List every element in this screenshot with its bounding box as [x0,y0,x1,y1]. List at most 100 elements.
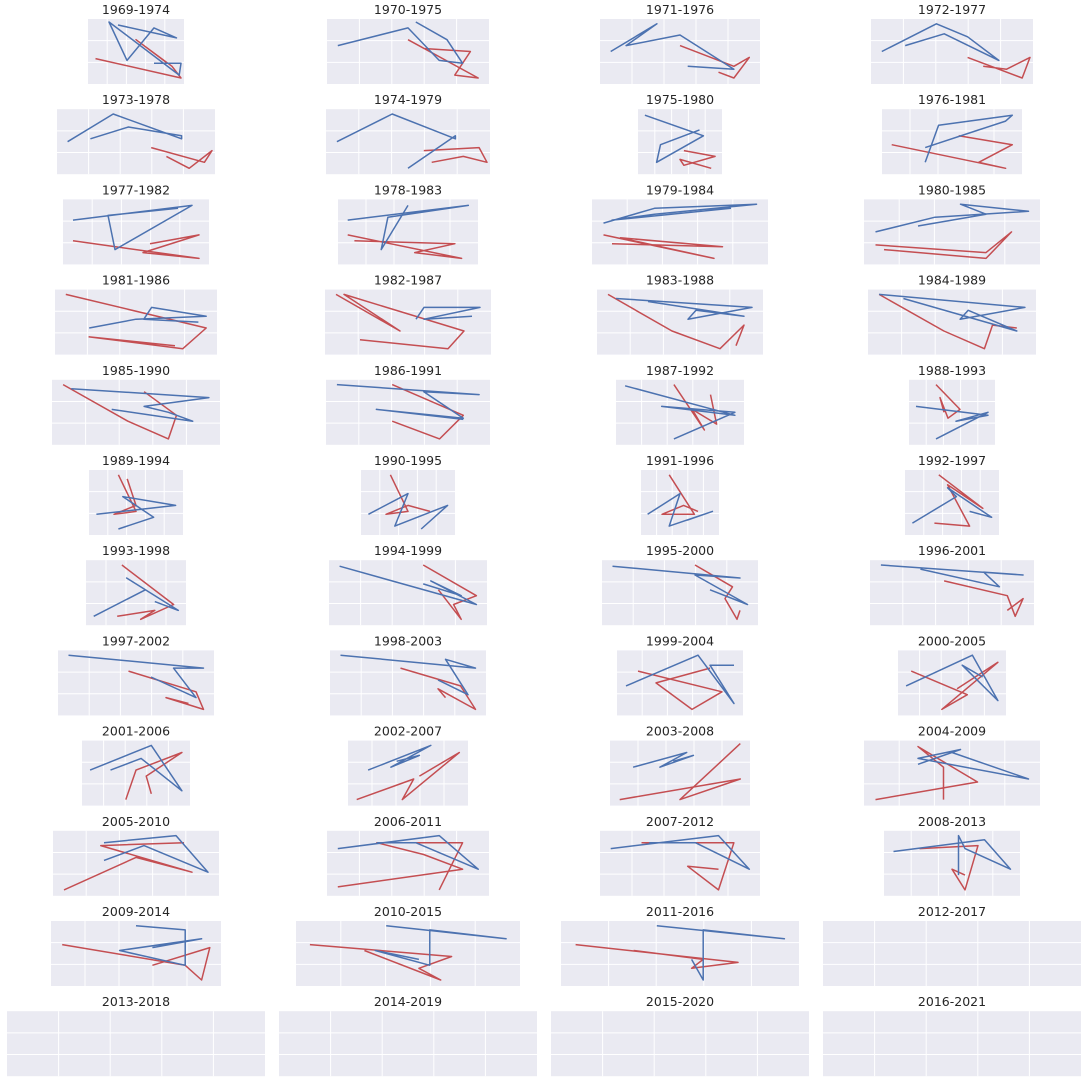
subplot-2006-2011: 2006-2011 [327,814,489,896]
subplot-1989-1994: 1989-1994 [89,453,183,535]
series-red-line [347,234,463,260]
series-blue-line [68,654,205,699]
series-blue-line [656,925,786,981]
series-blue-line [644,114,705,164]
series-blue-line [103,834,209,873]
subplot-1996-2001: 1996-2001 [870,543,1034,626]
subplot-1981-1986: 1981-1986 [55,273,217,355]
subplot-title: 2005-2010 [102,814,170,829]
subplot-title: 2002-2007 [374,724,442,739]
subplot-title: 1995-2000 [646,543,714,558]
subplot-title: 1981-1986 [102,273,170,288]
subplot-2011-2016: 2011-2016 [561,904,799,986]
plot-area [617,650,743,716]
series-red-line [661,474,699,516]
series-blue-line [893,834,1012,876]
series-red-line [72,234,200,260]
plot-area [338,199,478,265]
subplot-title: 1971-1976 [646,2,714,17]
series-red-line [422,564,478,621]
series-blue-line [603,203,758,224]
subplot-1972-1977: 1972-1977 [871,2,1033,84]
series-red-line [385,474,431,516]
subplot-1994-1999: 1994-1999 [329,543,487,626]
plot-area [82,740,190,806]
subplot-1983-1988: 1983-1988 [597,273,763,355]
subplot-2005-2010: 2005-2010 [53,814,219,896]
series-red-line [910,661,999,711]
series-blue-line [612,565,749,606]
subplot-title: 1989-1994 [102,453,170,468]
subplot-1985-1990: 1985-1990 [52,363,220,445]
subplot-title: 2016-2021 [918,994,986,1009]
series-blue-line [625,654,735,705]
series-red-line [619,743,742,801]
subplot-title: 1993-1998 [102,543,170,558]
subplot-title: 1987-1992 [646,363,714,378]
plot-area [53,830,219,896]
series-red-line [641,841,735,891]
series-blue-line [615,297,753,320]
series-blue-line [374,925,507,967]
series-blue-line [624,385,736,440]
subplot-title: 2008-2013 [918,814,986,829]
subplot-1982-1987: 1982-1987 [325,273,491,355]
subplot-2009-2014: 2009-2014 [51,904,221,986]
series-blue-line [67,113,183,143]
subplot-title: 2004-2009 [918,724,986,739]
series-blue-line [905,654,999,702]
plot-area [88,19,184,84]
series-blue-line [915,405,989,440]
plot-area [638,109,722,175]
series-red-line [335,293,465,350]
plot-area [610,740,750,806]
subplot-title: 2003-2008 [646,724,714,739]
series-red-line [151,146,213,170]
series-red-line [934,474,984,527]
subplot-1997-2002: 1997-2002 [58,633,214,716]
subplot-1969-1974: 1969-1974 [88,2,184,84]
subplot-title: 2001-2006 [102,724,170,739]
plot-area [597,289,763,355]
subplot-1987-1992: 1987-1992 [616,363,744,445]
series-red-line [117,564,175,621]
subplot-1988-1993: 1988-1993 [909,363,995,445]
series-red-line [607,293,745,350]
series-red-line [62,383,178,440]
subplot-title: 2012-2017 [918,904,986,919]
subplot-title: 1996-2001 [918,543,986,558]
plot-area [870,560,1034,626]
series-blue-line [96,495,177,530]
series-red-line [679,44,751,79]
subplot-title: 2007-2012 [646,814,714,829]
subplot-title: 1988-1993 [918,363,986,378]
subplot-2013-2018: 2013-2018 [7,994,265,1077]
plot-area [871,19,1033,84]
series-blue-line [336,383,480,421]
series-red-line [309,943,453,981]
series-blue-line [632,751,695,768]
series-blue-line [72,204,193,251]
series-red-line [637,667,723,711]
subplot-2003-2008: 2003-2008 [610,724,750,806]
series-blue-line [879,293,1026,332]
series-red-line [63,841,193,891]
subplot-2012-2017: 2012-2017 [823,904,1081,986]
series-red-line [679,149,716,170]
series-red-line [875,231,1013,260]
series-blue-line [881,23,1000,62]
subplot-title: 1991-1996 [646,453,714,468]
subplot-1977-1982: 1977-1982 [63,182,209,265]
subplot-title: 1972-1977 [918,2,986,17]
subplot-1991-1996: 1991-1996 [641,453,719,535]
subplot-title: 2011-2016 [646,904,714,919]
series-red-line [575,943,739,970]
series-blue-line [610,834,751,870]
series-red-line [65,293,207,350]
series-blue-line [337,834,479,870]
plot-area [602,560,758,626]
subplot-title: 1999-2004 [646,633,714,648]
series-red-line [694,564,741,621]
plot-area [63,199,209,265]
